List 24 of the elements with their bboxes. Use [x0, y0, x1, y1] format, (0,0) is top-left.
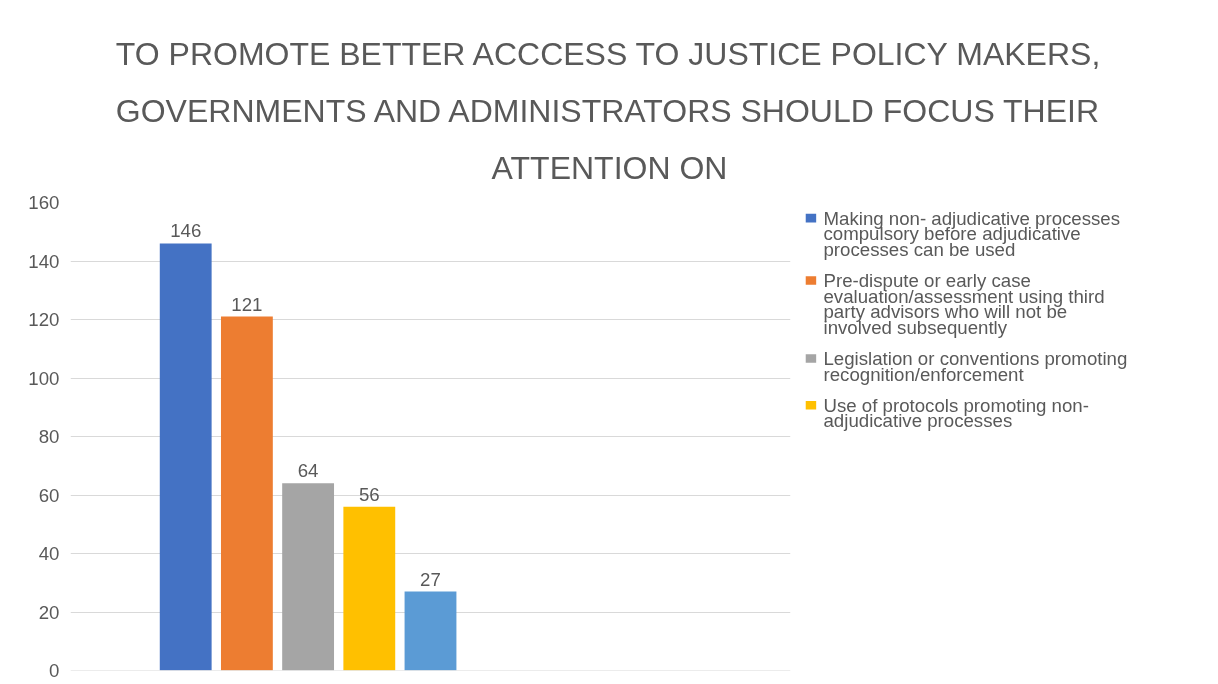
y-tick-label: 20: [38, 601, 60, 623]
chart-title: TO PROMOTE BETTER ACCCESS TO JUSTICE POLICY MAKERS, GOVERNMENTS AND ADMINISTRATORS SHOULD FOCUS THEIR ATTENTION ON: [115, 35, 1101, 186]
y-tick-label: 120: [28, 309, 60, 330]
bar: [343, 506, 396, 671]
y-tick-label: 140: [28, 250, 60, 272]
data-label: 64: [297, 460, 319, 482]
data-label: 146: [170, 220, 202, 242]
y-tick-label: 40: [38, 543, 60, 564]
y-tick-label: 100: [28, 367, 60, 389]
data-label: 56: [358, 483, 380, 505]
y-tick-label: 60: [38, 484, 60, 506]
bar: [220, 316, 273, 671]
bar: [282, 483, 335, 671]
bar: [159, 243, 212, 671]
legend-label: Legislation or conventions promoting recognition/enforcement: [823, 348, 1128, 385]
y-tick-label: 160: [28, 192, 60, 213]
data-label: 27: [420, 568, 441, 590]
y-tick-label: 80: [38, 426, 60, 447]
data-label: 121: [231, 293, 263, 315]
y-tick-label: 0: [49, 660, 60, 681]
legend-label: Use of protocols promoting non-adjudicative processes: [823, 394, 1089, 432]
legend-label: Pre-dispute or early case evaluation/assessment using third party advisors who will not be involved subsequently: [823, 270, 1105, 338]
bar: [404, 591, 457, 671]
legend-label: Making non- adjudicative processes compulsory before adjudicative processes can be used: [823, 207, 1121, 260]
